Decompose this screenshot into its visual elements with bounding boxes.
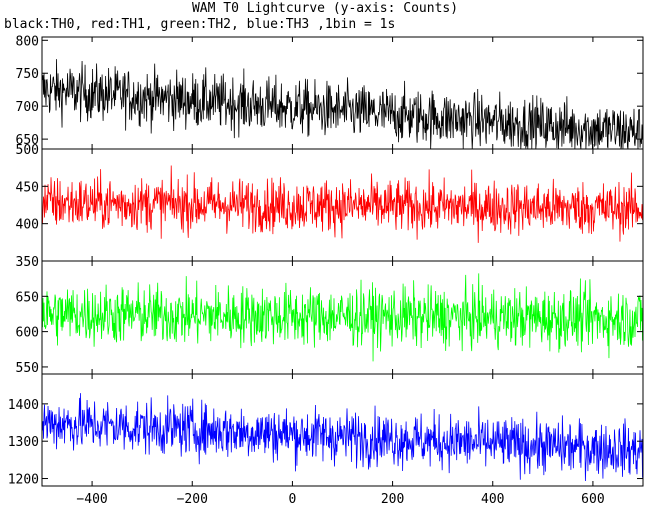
y-tick-label: 350 (16, 255, 39, 270)
series-line-th1 (41, 165, 644, 243)
x-tick-label: −200 (177, 492, 208, 505)
y-tick-label: 800 (16, 34, 39, 49)
x-tick-label: 200 (381, 492, 404, 505)
y-tick-label: 650 (16, 290, 39, 305)
series-line-th0 (41, 59, 644, 150)
x-tick-label: 0 (289, 492, 297, 505)
y-tick-label: 600 (16, 326, 39, 341)
series-line-th2 (41, 273, 644, 362)
y-tick-label: 700 (16, 100, 39, 115)
y-tick-label: 400 (16, 218, 39, 233)
y-tick-label: 650 (16, 133, 39, 148)
panel-frame-th3 (41, 373, 644, 487)
chart-title: WAM T0 Lightcurve (y-axis: Counts) (191, 1, 459, 16)
y-tick-label: 550 (16, 361, 39, 376)
x-tick-label: −400 (76, 492, 107, 505)
y-tick-label: 1200 (8, 473, 39, 488)
y-tick-label: 1400 (8, 398, 39, 413)
y-tick-label: 1300 (8, 435, 39, 450)
x-tick-label: 600 (581, 492, 604, 505)
chart-subtitle: black:TH0, red:TH1, green:TH2, blue:TH3 … (4, 17, 396, 32)
series-line-th3 (41, 393, 644, 482)
y-tick-label: 500 (16, 143, 39, 158)
y-tick-label: 750 (16, 67, 39, 82)
x-tick-label: 400 (481, 492, 504, 505)
y-tick-label: 450 (16, 180, 39, 195)
